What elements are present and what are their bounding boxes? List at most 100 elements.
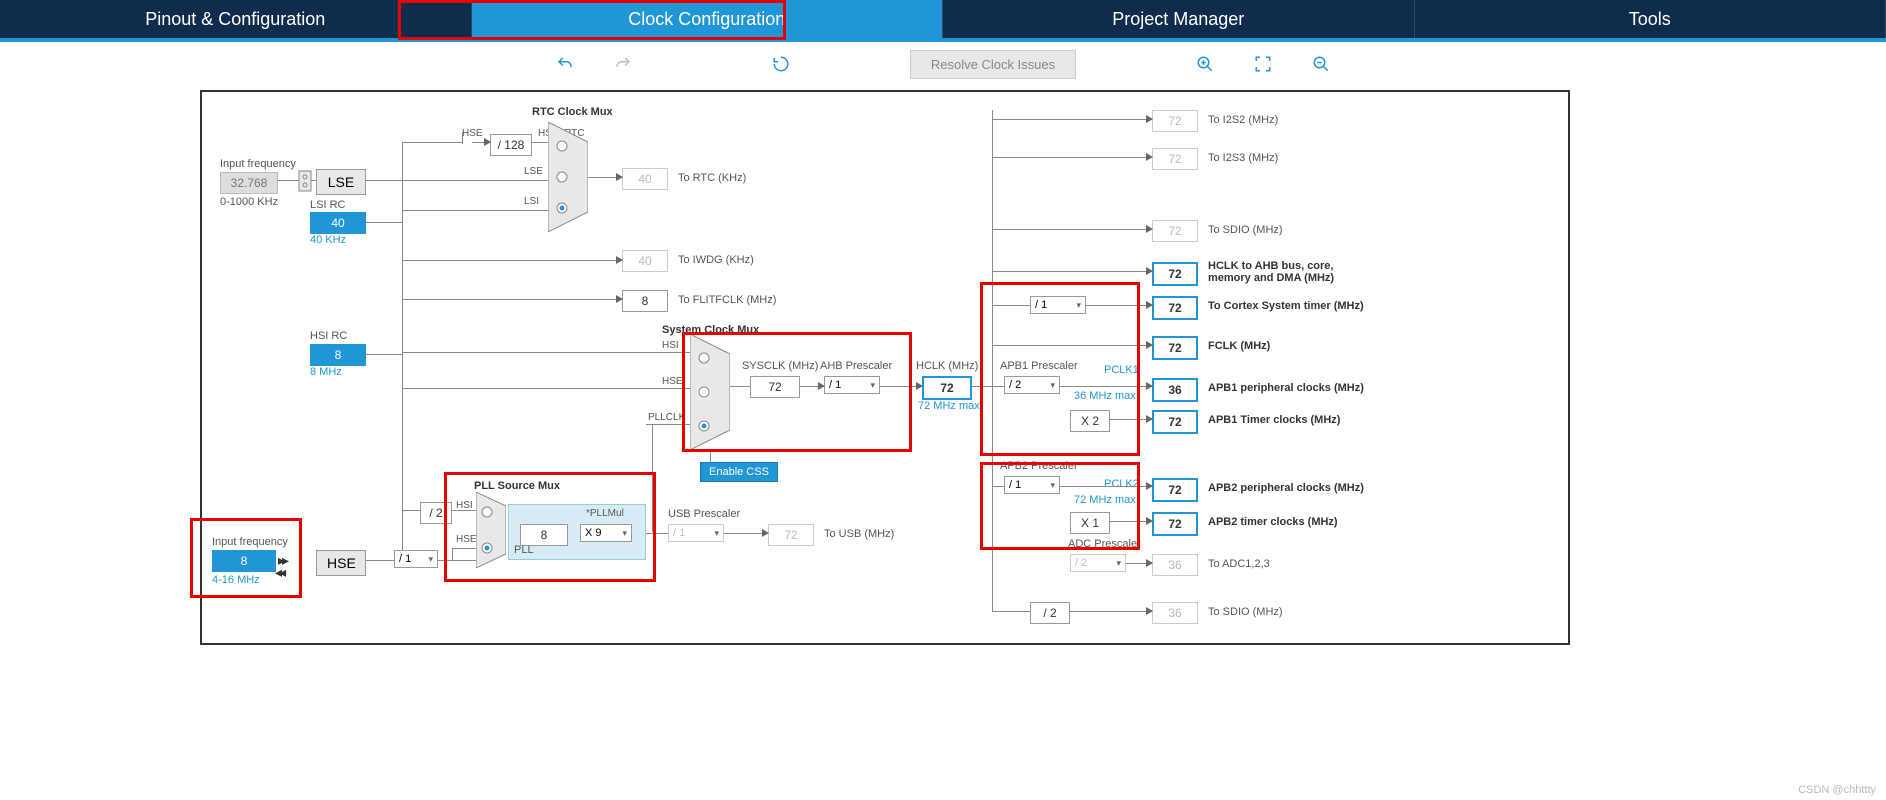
redo-icon[interactable] <box>614 55 632 73</box>
tab-bar: Pinout & Configuration Clock Configurati… <box>0 0 1886 38</box>
out-fclk-label: FCLK (MHz) <box>1208 340 1270 352</box>
hse-dblarrow2: ▸▸ <box>278 564 286 581</box>
rtc-out: 40 <box>622 168 668 190</box>
enable-css-button[interactable]: Enable CSS <box>700 462 778 482</box>
tab-project[interactable]: Project Manager <box>943 0 1415 38</box>
sysclk-label: SYSCLK (MHz) <box>742 360 818 372</box>
out-apb1-timer-val: 72 <box>1152 410 1198 434</box>
adc-val: / 2 <box>1075 557 1087 569</box>
tab-clock[interactable]: Clock Configuration <box>472 0 944 38</box>
out-adc-label: To ADC1,2,3 <box>1208 558 1270 570</box>
iwdg-out: 40 <box>622 250 668 272</box>
apb1-val: / 2 <box>1009 379 1021 391</box>
out-sdio-bot-label: To SDIO (MHz) <box>1208 606 1283 618</box>
apb2-title: APB2 Prescaler <box>1000 460 1078 472</box>
apb1-select[interactable]: / 2▾ <box>1004 376 1060 394</box>
out-apb2-periph-label: APB2 peripheral clocks (MHz) <box>1208 482 1364 494</box>
hclk-val[interactable]: 72 <box>922 376 972 400</box>
hse-pre-val: / 1 <box>399 553 411 565</box>
zoom-fit-icon[interactable] <box>1254 55 1272 73</box>
rtc-lse-label: LSE <box>524 166 543 177</box>
hse-label: HSE <box>316 550 366 576</box>
pll-mul-val: X 9 <box>585 527 602 539</box>
out-cortex-val: 72 <box>1152 296 1198 320</box>
adc-select[interactable]: / 2▾ <box>1070 554 1126 572</box>
out-hclk-bus-label: HCLK to AHB bus, core, memory and DMA (M… <box>1208 260 1368 284</box>
tab-tools[interactable]: Tools <box>1415 0 1886 38</box>
cortex-pre-select[interactable]: / 1▾ <box>1030 296 1086 314</box>
ahb-title: AHB Prescaler <box>820 360 892 372</box>
flitf-out-label: To FLITFCLK (MHz) <box>678 294 776 306</box>
hsi-label: HSI RC <box>310 330 347 342</box>
out-apb1-periph-val: 36 <box>1152 378 1198 402</box>
lsi-note: 40 KHz <box>310 234 346 246</box>
pll-prediv: / 2 <box>420 502 452 524</box>
lsi-value: 40 <box>310 212 366 234</box>
out-apb2-timer-label: APB2 timer clocks (MHz) <box>1208 516 1338 528</box>
hsi-value: 8 <box>310 344 366 366</box>
pll-mul-select[interactable]: X 9▾ <box>580 524 632 542</box>
out-fclk-val: 72 <box>1152 336 1198 360</box>
out-hclk-bus-val: 72 <box>1152 262 1198 286</box>
apb1-title: APB1 Prescaler <box>1000 360 1078 372</box>
usb-title: USB Prescaler <box>668 508 740 520</box>
apb2-max: 72 MHz max <box>1074 494 1136 506</box>
ahb-select[interactable]: / 1▾ <box>824 376 880 394</box>
out-apb1-periph-label: APB1 peripheral clocks (MHz) <box>1208 382 1364 394</box>
hse-pre-select[interactable]: / 1▾ <box>394 550 438 568</box>
watermark: CSDN @chhttty <box>1798 784 1876 796</box>
rtc-hse-div: / 128 <box>490 134 532 156</box>
sysclk-pllclk: PLLCLK <box>648 412 685 423</box>
usb-pre-select[interactable]: / 1▾ <box>668 524 724 542</box>
clock-canvas: Input frequency 32.768 0-1000 KHz LSE LS… <box>200 90 1570 645</box>
apb1-pclk: PCLK1 <box>1104 364 1139 376</box>
out-apb2-timer-val: 72 <box>1152 512 1198 536</box>
hclk-label: HCLK (MHz) <box>916 360 978 372</box>
hsi-note: 8 MHz <box>310 366 342 378</box>
tab-pinout[interactable]: Pinout & Configuration <box>0 0 472 38</box>
apb2-select[interactable]: / 1▾ <box>1004 476 1060 494</box>
apb2-pclk: PCLK2 <box>1104 478 1139 490</box>
hse-title: Input frequency <box>212 536 288 548</box>
out-i2s3-val: 72 <box>1152 148 1198 170</box>
pll-title: PLL Source Mux <box>474 480 560 492</box>
lse-title: Input frequency <box>220 158 296 170</box>
pll-val: 8 <box>520 524 568 546</box>
lse-label: LSE <box>316 169 366 195</box>
apb2-val: / 1 <box>1009 479 1021 491</box>
out-adc-val: 36 <box>1152 554 1198 576</box>
apb2-timer-mul: X 1 <box>1070 512 1110 534</box>
flitf-out: 8 <box>622 290 668 312</box>
rtc-lsi-label: LSI <box>524 196 539 207</box>
rtc-hse-label: HSE <box>462 128 483 139</box>
rtc-mux[interactable] <box>548 122 588 232</box>
out-cortex-label: To Cortex System timer (MHz) <box>1208 300 1364 312</box>
hclk-max: 72 MHz max <box>918 400 980 412</box>
undo-icon[interactable] <box>556 55 574 73</box>
apb1-timer-mul: X 2 <box>1070 410 1110 432</box>
rtc-title: RTC Clock Mux <box>532 106 613 118</box>
usb-pre-val: / 1 <box>673 527 685 539</box>
pll-mux[interactable] <box>476 492 506 568</box>
lse-value[interactable]: 32.768 <box>220 172 278 194</box>
hse-range: 4-16 MHz <box>212 574 260 586</box>
zoom-in-icon[interactable] <box>1196 55 1214 73</box>
out-apb2-periph-val: 72 <box>1152 478 1198 502</box>
rtc-out-label: To RTC (KHz) <box>678 172 746 184</box>
lse-range: 0-1000 KHz <box>220 196 278 208</box>
sysclk-mux[interactable] <box>690 334 730 450</box>
pllmul-title: *PLLMul <box>586 508 624 519</box>
zoom-out-icon[interactable] <box>1312 55 1330 73</box>
refresh-icon[interactable] <box>772 55 790 73</box>
sysclk-hsi: HSI <box>662 340 679 351</box>
resolve-clock-button[interactable]: Resolve Clock Issues <box>910 50 1076 79</box>
toolbar: Resolve Clock Issues <box>0 42 1886 86</box>
out-i2s2-label: To I2S2 (MHz) <box>1208 114 1278 126</box>
sdio-bot-pre: / 2 <box>1030 602 1070 624</box>
ahb-val: / 1 <box>829 379 841 391</box>
sysclk-val[interactable]: 72 <box>750 376 800 398</box>
out-apb1-timer-label: APB1 Timer clocks (MHz) <box>1208 414 1340 426</box>
out-sdio-top-label: To SDIO (MHz) <box>1208 224 1283 236</box>
lse-mux-icon[interactable] <box>298 170 312 197</box>
hse-value[interactable]: 8 <box>212 550 276 572</box>
